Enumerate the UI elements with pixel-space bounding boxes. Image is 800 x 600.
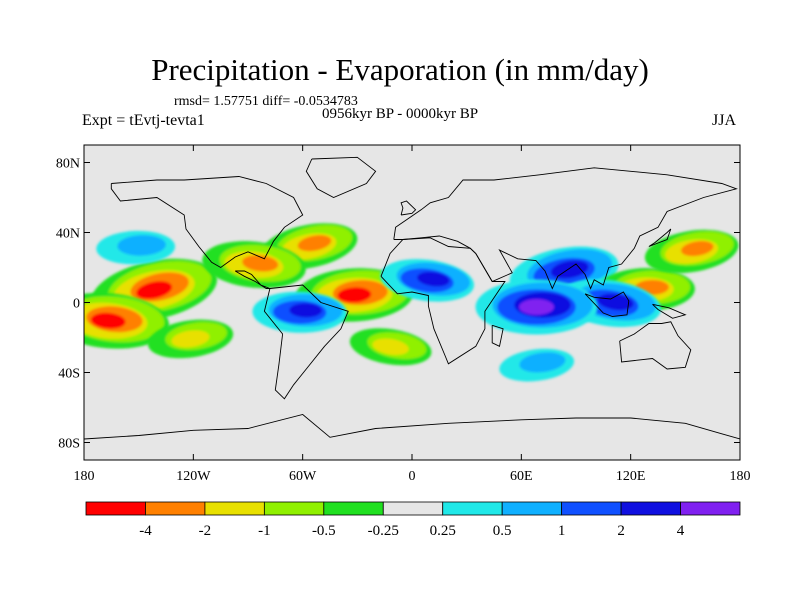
contour-band bbox=[680, 241, 714, 257]
greenland-coast bbox=[305, 156, 377, 198]
contour-band bbox=[337, 287, 372, 303]
y-tick-label: 40N bbox=[56, 227, 80, 242]
contour-band bbox=[289, 303, 323, 318]
antarctica-coast bbox=[84, 414, 740, 440]
y-tick-label: 40S bbox=[58, 367, 80, 382]
colorbar-swatch bbox=[323, 501, 384, 516]
x-tick-label: 180 bbox=[730, 469, 751, 484]
colorbar-label: -0.25 bbox=[368, 523, 399, 539]
time-period-label: 0956kyr BP - 0000kyr BP bbox=[322, 106, 479, 122]
colorbar-swatch bbox=[680, 501, 741, 516]
colorbar-label: 4 bbox=[677, 523, 685, 539]
japan-coast bbox=[648, 228, 672, 247]
x-tick-label: 60W bbox=[289, 469, 317, 484]
season-label: JJA bbox=[712, 112, 737, 129]
colorbar: -4 -2 -1 -0.5 -0.25 0.25 0.5 1 2 4 bbox=[85, 501, 741, 539]
colorbar-label: 1 bbox=[558, 523, 566, 539]
x-tick-label: 0 bbox=[409, 469, 416, 484]
x-tick-label: 60E bbox=[510, 469, 533, 484]
north-america-coast bbox=[110, 176, 304, 269]
colorbar-swatch bbox=[501, 501, 563, 516]
british-isles-coast bbox=[400, 200, 417, 216]
anomaly-feature bbox=[644, 229, 739, 274]
colorbar-label: -0.5 bbox=[312, 523, 336, 539]
colorbar-swatch bbox=[442, 501, 503, 516]
contour-band bbox=[242, 255, 279, 272]
x-axis: 180 120W 60W 0 60E 120E 180 bbox=[74, 145, 751, 484]
colorbar-label: 0.25 bbox=[430, 523, 456, 539]
x-tick-label: 120W bbox=[176, 469, 211, 484]
anomaly-feature bbox=[252, 291, 347, 333]
experiment-label: Expt = tEvtj-tevta1 bbox=[82, 112, 205, 129]
colorbar-swatch bbox=[204, 501, 265, 516]
coastlines bbox=[84, 156, 740, 440]
anomaly-feature bbox=[147, 319, 234, 359]
colorbar-label: 2 bbox=[617, 523, 625, 539]
y-tick-label: 80N bbox=[56, 157, 80, 172]
anomaly-feature bbox=[475, 279, 598, 335]
australia-coast bbox=[619, 321, 692, 370]
anomaly-feature bbox=[84, 292, 170, 349]
contour-band bbox=[417, 271, 450, 287]
contour-band bbox=[117, 235, 166, 256]
y-tick-label: 80S bbox=[58, 437, 80, 452]
new-guinea-coast bbox=[652, 303, 687, 319]
colorbar-swatch bbox=[85, 501, 146, 516]
africa-coast bbox=[380, 237, 506, 365]
y-tick-label: 0 bbox=[73, 297, 80, 312]
colorbar-swatch bbox=[145, 501, 206, 516]
y-axis: 80N 40N 0 40S 80S bbox=[56, 157, 740, 452]
rmsd-diff-stats: rmsd= 1.57751 diff= -0.0534783 bbox=[174, 94, 358, 109]
anomaly-feature bbox=[349, 328, 432, 366]
colorbar-swatch bbox=[620, 501, 681, 516]
colorbar-label: -1 bbox=[258, 523, 271, 539]
colorbar-swatch bbox=[382, 501, 444, 516]
contour-band bbox=[171, 330, 210, 348]
anomaly-feature bbox=[499, 348, 575, 382]
madagascar-coast bbox=[491, 324, 504, 347]
borneo-sumatra-coast bbox=[584, 291, 630, 317]
x-tick-label: 180 bbox=[74, 469, 95, 484]
contour-band bbox=[136, 281, 173, 300]
contour-band bbox=[519, 352, 566, 373]
contour-band bbox=[550, 260, 589, 279]
south-america-coast bbox=[263, 284, 349, 400]
contour-band bbox=[90, 312, 126, 329]
anomaly-feature bbox=[202, 241, 306, 289]
contour-band bbox=[597, 293, 634, 311]
x-tick-label: 120E bbox=[616, 469, 646, 484]
colorbar-swatch bbox=[263, 501, 325, 516]
colorbar-label: -2 bbox=[199, 523, 212, 539]
colorbar-label: -4 bbox=[139, 523, 152, 539]
colorbar-label: 0.5 bbox=[493, 523, 512, 539]
contour-band bbox=[519, 299, 554, 315]
anomaly-feature bbox=[96, 230, 176, 265]
colorbar-swatch bbox=[561, 501, 622, 516]
anomaly-feature bbox=[380, 259, 475, 302]
chart-title: Precipitation - Evaporation (in mm/day) bbox=[151, 52, 649, 87]
contour-band bbox=[297, 235, 332, 252]
contour-band bbox=[372, 338, 409, 356]
anomaly-field bbox=[84, 145, 740, 460]
